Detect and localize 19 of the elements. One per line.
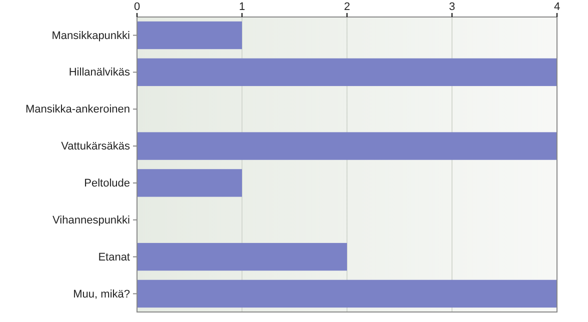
x-tick-label: 2 [344, 1, 350, 13]
y-tick-label: Vihannespunkki [52, 214, 130, 226]
bar [137, 58, 557, 86]
x-tick-label: 0 [134, 1, 140, 13]
x-tick-label: 4 [554, 1, 560, 13]
bar [137, 132, 557, 160]
bar [137, 169, 242, 197]
y-tick-label: Mansikkapunkki [52, 30, 130, 42]
bar [137, 242, 347, 271]
y-tick-label: Vattukärsäkäs [61, 140, 130, 153]
y-tick-label: Peltolude [84, 177, 130, 190]
x-tick-label: 3 [448, 1, 456, 13]
y-tick-label: Muu, mikä? [73, 288, 130, 300]
y-tick-label: Mansikka-ankeroinen [25, 104, 130, 116]
bar [137, 21, 242, 50]
x-tick-label: 1 [238, 1, 246, 13]
y-tick-label: Hillanälvikäs [68, 66, 130, 79]
y-tick-label: Etanat [98, 251, 130, 264]
bar [137, 280, 557, 308]
